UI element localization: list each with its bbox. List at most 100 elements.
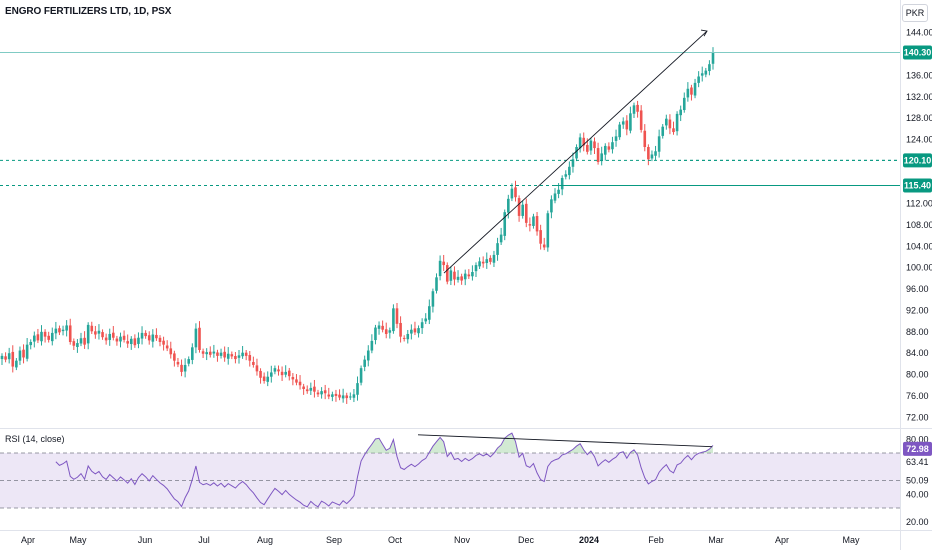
candle-body — [11, 351, 15, 367]
candle-body — [65, 325, 68, 331]
candle-body — [349, 396, 352, 398]
time-tick-label: Apr — [775, 535, 789, 545]
candle-body — [76, 343, 79, 348]
candle-body — [86, 324, 90, 344]
price-level-badge — [903, 178, 932, 193]
candle-body — [15, 360, 18, 368]
candle-body — [140, 332, 144, 339]
candle-body — [244, 352, 248, 356]
price-tick-label: 108.00 — [906, 220, 932, 230]
candle-body — [636, 104, 639, 112]
candle-body — [510, 188, 514, 199]
candle-body — [517, 198, 521, 216]
price-level-badge — [903, 45, 932, 60]
candle-body — [413, 328, 417, 333]
rsi-tick-label: 40.00 — [906, 489, 929, 499]
time-tick-label: May — [842, 535, 860, 545]
price-tick-label: 92.00 — [906, 305, 929, 315]
price-tick-label: 104.00 — [906, 241, 932, 251]
candle-body — [137, 337, 140, 344]
candle-body — [564, 174, 568, 177]
candle-body — [535, 216, 539, 232]
candle-body — [280, 371, 284, 376]
candle-body — [119, 336, 122, 342]
candle-body — [230, 354, 234, 357]
candle-body — [388, 330, 392, 333]
time-tick-label: May — [69, 535, 87, 545]
candle-body — [331, 394, 334, 397]
chart-title: ENGRO FERTILIZERS LTD, 1D, PSX — [5, 6, 172, 17]
price-tick-label: 84.00 — [906, 348, 929, 358]
candle-body — [309, 387, 313, 391]
candle-body — [115, 338, 119, 342]
candle-body — [270, 372, 273, 377]
candle-body — [668, 119, 672, 129]
candle-body — [187, 359, 191, 364]
candle-body — [435, 277, 438, 291]
candle-body — [212, 351, 216, 354]
candle-body — [492, 254, 496, 263]
candle-body — [496, 243, 499, 255]
candle-body — [241, 352, 244, 357]
currency-button[interactable]: PKR — [902, 4, 928, 22]
candle-body — [320, 391, 323, 395]
candle-body — [542, 244, 546, 248]
time-tick-label: 2024 — [579, 535, 599, 545]
candle-body — [305, 389, 309, 392]
candle-body — [679, 109, 682, 116]
candle-body — [327, 394, 331, 397]
candle-body — [104, 337, 108, 341]
candle-body — [611, 142, 614, 150]
candle-body — [603, 145, 607, 155]
price-level-badge-label: 120.10 — [904, 155, 932, 165]
candle-body — [94, 331, 97, 335]
candle-body — [420, 322, 424, 329]
price-tick-label: 144.00 — [906, 28, 932, 38]
candle-body — [90, 325, 94, 332]
candle-body — [29, 341, 33, 346]
rsi-tick-label: 50.09 — [906, 475, 929, 485]
price-level-badge — [903, 153, 932, 168]
candle-body — [392, 308, 395, 332]
candle-body — [524, 203, 528, 223]
candle-body — [356, 383, 359, 395]
candle-body — [460, 276, 463, 281]
candle-body — [18, 350, 22, 361]
candle-body — [629, 113, 632, 131]
candle-body — [345, 395, 349, 399]
rsi-tick-label: 80.00 — [906, 434, 929, 444]
candle-body — [521, 204, 524, 216]
candle-body — [438, 260, 442, 277]
candle-body — [198, 327, 201, 351]
candle-body — [647, 147, 650, 160]
candle-body — [600, 153, 603, 162]
candle-body — [589, 140, 593, 151]
price-tick-label: 96.00 — [906, 284, 929, 294]
candle-body — [208, 351, 212, 355]
candle-body — [708, 64, 711, 72]
candle-body — [507, 198, 510, 213]
candle-body — [223, 351, 226, 358]
candle-body — [550, 199, 553, 213]
candle-body — [593, 141, 596, 149]
candle-body — [449, 270, 453, 281]
candle-body — [201, 351, 205, 354]
candle-body — [43, 331, 47, 337]
candle-body — [295, 379, 298, 383]
candle-body — [474, 265, 478, 272]
candle-body — [478, 261, 481, 267]
candle-body — [155, 334, 158, 339]
candle-body — [194, 328, 198, 348]
candle-body — [690, 87, 693, 95]
candle-body — [632, 105, 636, 114]
candle-body — [108, 333, 112, 340]
rsi-overbought-fill — [55, 433, 713, 453]
candle-body — [453, 271, 456, 280]
candle-body — [621, 121, 625, 125]
candle-body — [252, 361, 255, 365]
candle-body — [144, 332, 147, 337]
candle-body — [291, 377, 295, 380]
candle-body — [499, 234, 503, 243]
candle-body — [399, 322, 402, 337]
